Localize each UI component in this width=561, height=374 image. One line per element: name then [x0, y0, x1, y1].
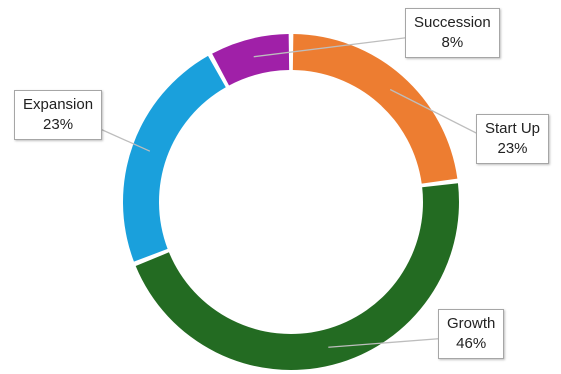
donut-slice-growth [135, 183, 459, 370]
leader-line-succession [253, 35, 421, 58]
donut-slice-start-up [292, 34, 458, 184]
leader-line-expansion [97, 127, 151, 152]
slice-label-value: 23% [497, 140, 528, 157]
slice-label-name: Succession [414, 14, 491, 31]
slice-label-name: Start Up [485, 120, 541, 137]
slice-label-name: Expansion [23, 96, 94, 113]
leader-line-start-up [389, 88, 491, 141]
slice-label-growth: Growth 46% [438, 309, 505, 359]
slice-label-value: 23% [43, 116, 74, 133]
slice-label-succession: Succession 8% [405, 8, 500, 58]
donut-slice-expansion [122, 55, 226, 262]
slice-label-value: 8% [441, 34, 464, 51]
slice-label-name: Growth [447, 315, 496, 332]
slice-label-value: 46% [456, 335, 487, 352]
leader-line-growth [328, 337, 449, 348]
slice-label-start-up: Start Up 23% [476, 114, 550, 164]
donut-slice-succession [212, 34, 290, 86]
slice-label-expansion: Expansion 23% [14, 90, 103, 140]
